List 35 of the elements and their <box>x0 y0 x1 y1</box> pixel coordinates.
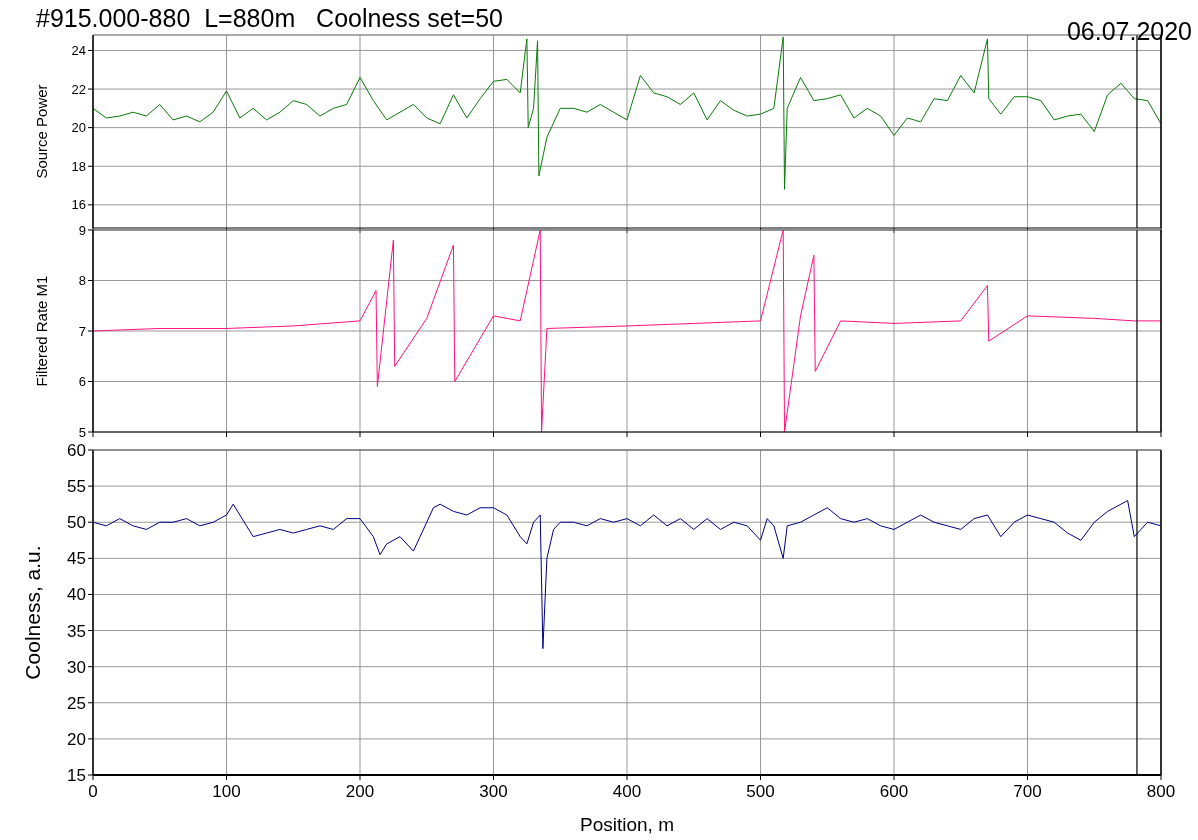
x-tick-label: 0 <box>88 782 98 801</box>
y-tick-label: 16 <box>71 197 86 213</box>
x-tick-label: 600 <box>879 782 909 801</box>
y-tick-label: 22 <box>71 81 86 97</box>
chart-title: #915.000-880 L=880m Coolness set=50 <box>36 4 504 32</box>
x-tick-label: 400 <box>612 782 642 801</box>
y-tick-label: 20 <box>67 729 86 749</box>
y-tick-label: 18 <box>71 158 86 174</box>
y-tick-label: 60 <box>67 440 86 460</box>
x-tick-label: 700 <box>1013 782 1042 801</box>
y-tick-label: 7 <box>78 323 86 339</box>
y-tick-label: 45 <box>67 549 86 569</box>
y-tick-label: 35 <box>67 621 86 641</box>
x-tick-label: 200 <box>345 782 375 801</box>
x-tick-label: 500 <box>746 782 775 801</box>
x-tick-label: 100 <box>212 782 241 801</box>
y-tick-label: 15 <box>67 765 86 785</box>
y-axis-title: Coolness, a.u. <box>21 545 44 680</box>
y-tick-label: 40 <box>67 585 86 605</box>
y-tick-label: 8 <box>78 273 86 289</box>
x-tick-label: 300 <box>479 782 508 801</box>
y-tick-label: 55 <box>67 477 86 497</box>
y-tick-label: 50 <box>67 513 86 533</box>
y-tick-label: 30 <box>67 657 86 677</box>
y-tick-label: 9 <box>78 222 86 238</box>
annotation: 06.07.2020 <box>1066 17 1192 45</box>
x-tick-label: 800 <box>1146 782 1176 801</box>
x-axis-title: Position, m <box>580 814 674 835</box>
y-tick-label: 5 <box>78 424 86 440</box>
y-tick-label: 24 <box>71 42 86 58</box>
y-tick-label: 20 <box>71 120 86 136</box>
y-tick-label: 6 <box>78 374 86 390</box>
y-tick-label: 25 <box>67 693 86 713</box>
y-axis-title: Source Power <box>33 84 50 179</box>
y-axis-title: Filtered Rate M1 <box>33 275 50 387</box>
